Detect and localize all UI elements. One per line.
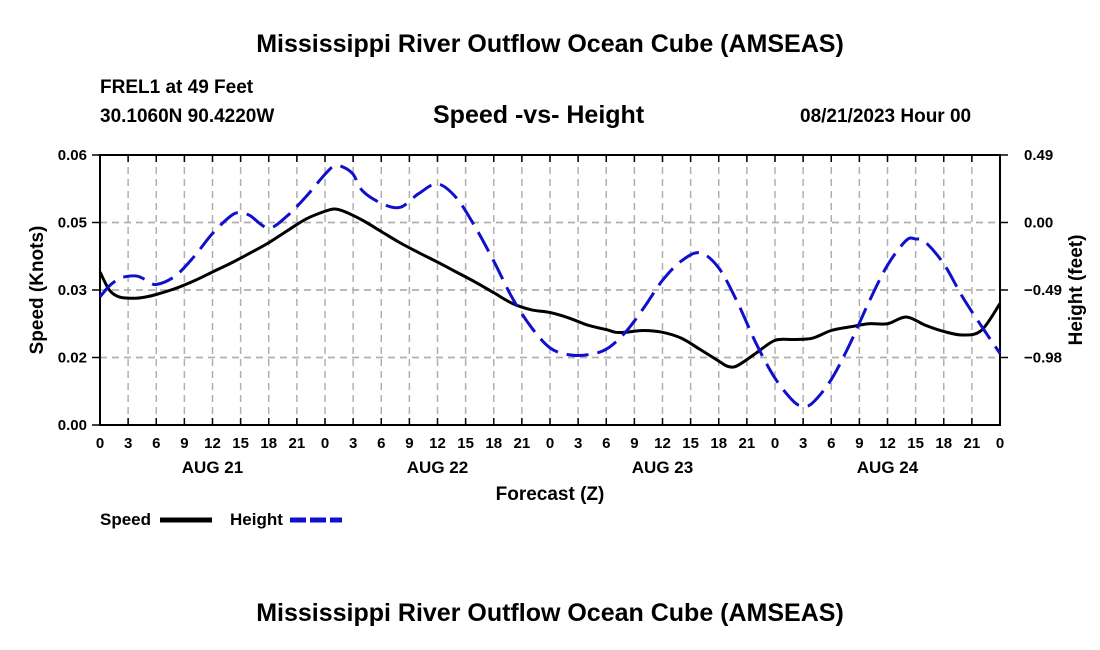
x-tick-label: 3 [799,435,807,452]
x-day-label: AUG 22 [407,458,468,477]
x-tick-label: 15 [907,435,924,452]
x-tick-label: 0 [546,435,554,452]
x-tick-label: 12 [429,435,446,452]
x-tick-label: 6 [152,435,160,452]
height-line [98,164,1002,408]
y2-axis-title: Height (feet) [1066,235,1087,346]
x-tick-label: 3 [574,435,582,452]
x-tick-label: 0 [996,435,1004,452]
y-tick-label: 0.05 [58,215,87,232]
y2-tick-label: 0.00 [1024,215,1053,232]
x-tick-label: 21 [739,435,756,452]
y2-tick-label: 0.49 [1024,147,1053,164]
station-label: FREL1 at 49 Feet [100,77,254,98]
y2-tick-label: −0.49 [1024,282,1062,299]
x-tick-label: 0 [96,435,104,452]
x-tick-label: 0 [321,435,329,452]
x-tick-label: 18 [260,435,277,452]
x-tick-label: 12 [204,435,221,452]
x-tick-label: 18 [935,435,952,452]
chart-series [98,164,1002,408]
footer-title: Mississippi River Outflow Ocean Cube (AM… [256,599,844,627]
x-tick-label: 6 [827,435,835,452]
y-tick-label: 0.00 [58,417,87,434]
x-tick-label: 21 [964,435,981,452]
y2-tick-label: −0.98 [1024,350,1062,367]
x-tick-label: 18 [485,435,502,452]
x-tick-label: 6 [602,435,610,452]
speed-line [98,207,1002,369]
x-day-label: AUG 21 [182,458,243,477]
chart-subtitle: Speed -vs- Height [433,101,645,129]
chart-legend: Speed Height [100,510,342,529]
y-tick-label: 0.06 [58,147,87,164]
x-tick-label: 21 [514,435,531,452]
x-tick-label: 12 [879,435,896,452]
chart-axes: 0 3 6 9 12 15 18 21 0 3 6 9 12 15 18 21 0 3 6 9 12 15 18 21 0 3 6 9… [58,147,1062,477]
x-axis-title: Forecast (Z) [496,484,605,505]
y-axis-title: Speed (Knots) [27,226,48,355]
y-tick-label: 0.03 [58,282,87,299]
x-tick-label: 9 [630,435,638,452]
forecast-datetime: 08/21/2023 Hour 00 [800,106,972,127]
x-tick-label: 9 [855,435,863,452]
page-title: Mississippi River Outflow Ocean Cube (AM… [256,30,844,58]
station-coords: 30.1060N 90.4220W [100,106,275,127]
x-day-label: AUG 23 [632,458,693,477]
chart-grid [100,154,1000,425]
x-tick-label: 3 [349,435,357,452]
x-tick-label: 3 [124,435,132,452]
x-tick-label: 18 [710,435,727,452]
legend-label-speed: Speed [100,510,151,529]
x-tick-label: 12 [654,435,671,452]
x-tick-label: 15 [457,435,474,452]
x-tick-label: 0 [771,435,779,452]
x-tick-label: 6 [377,435,385,452]
y-tick-label: 0.02 [58,350,87,367]
x-day-label: AUG 24 [857,458,919,477]
x-tick-label: 9 [180,435,188,452]
x-tick-label: 15 [232,435,249,452]
x-tick-label: 21 [289,435,306,452]
legend-label-height: Height [230,510,283,529]
x-tick-label: 9 [405,435,413,452]
x-tick-label: 15 [682,435,699,452]
